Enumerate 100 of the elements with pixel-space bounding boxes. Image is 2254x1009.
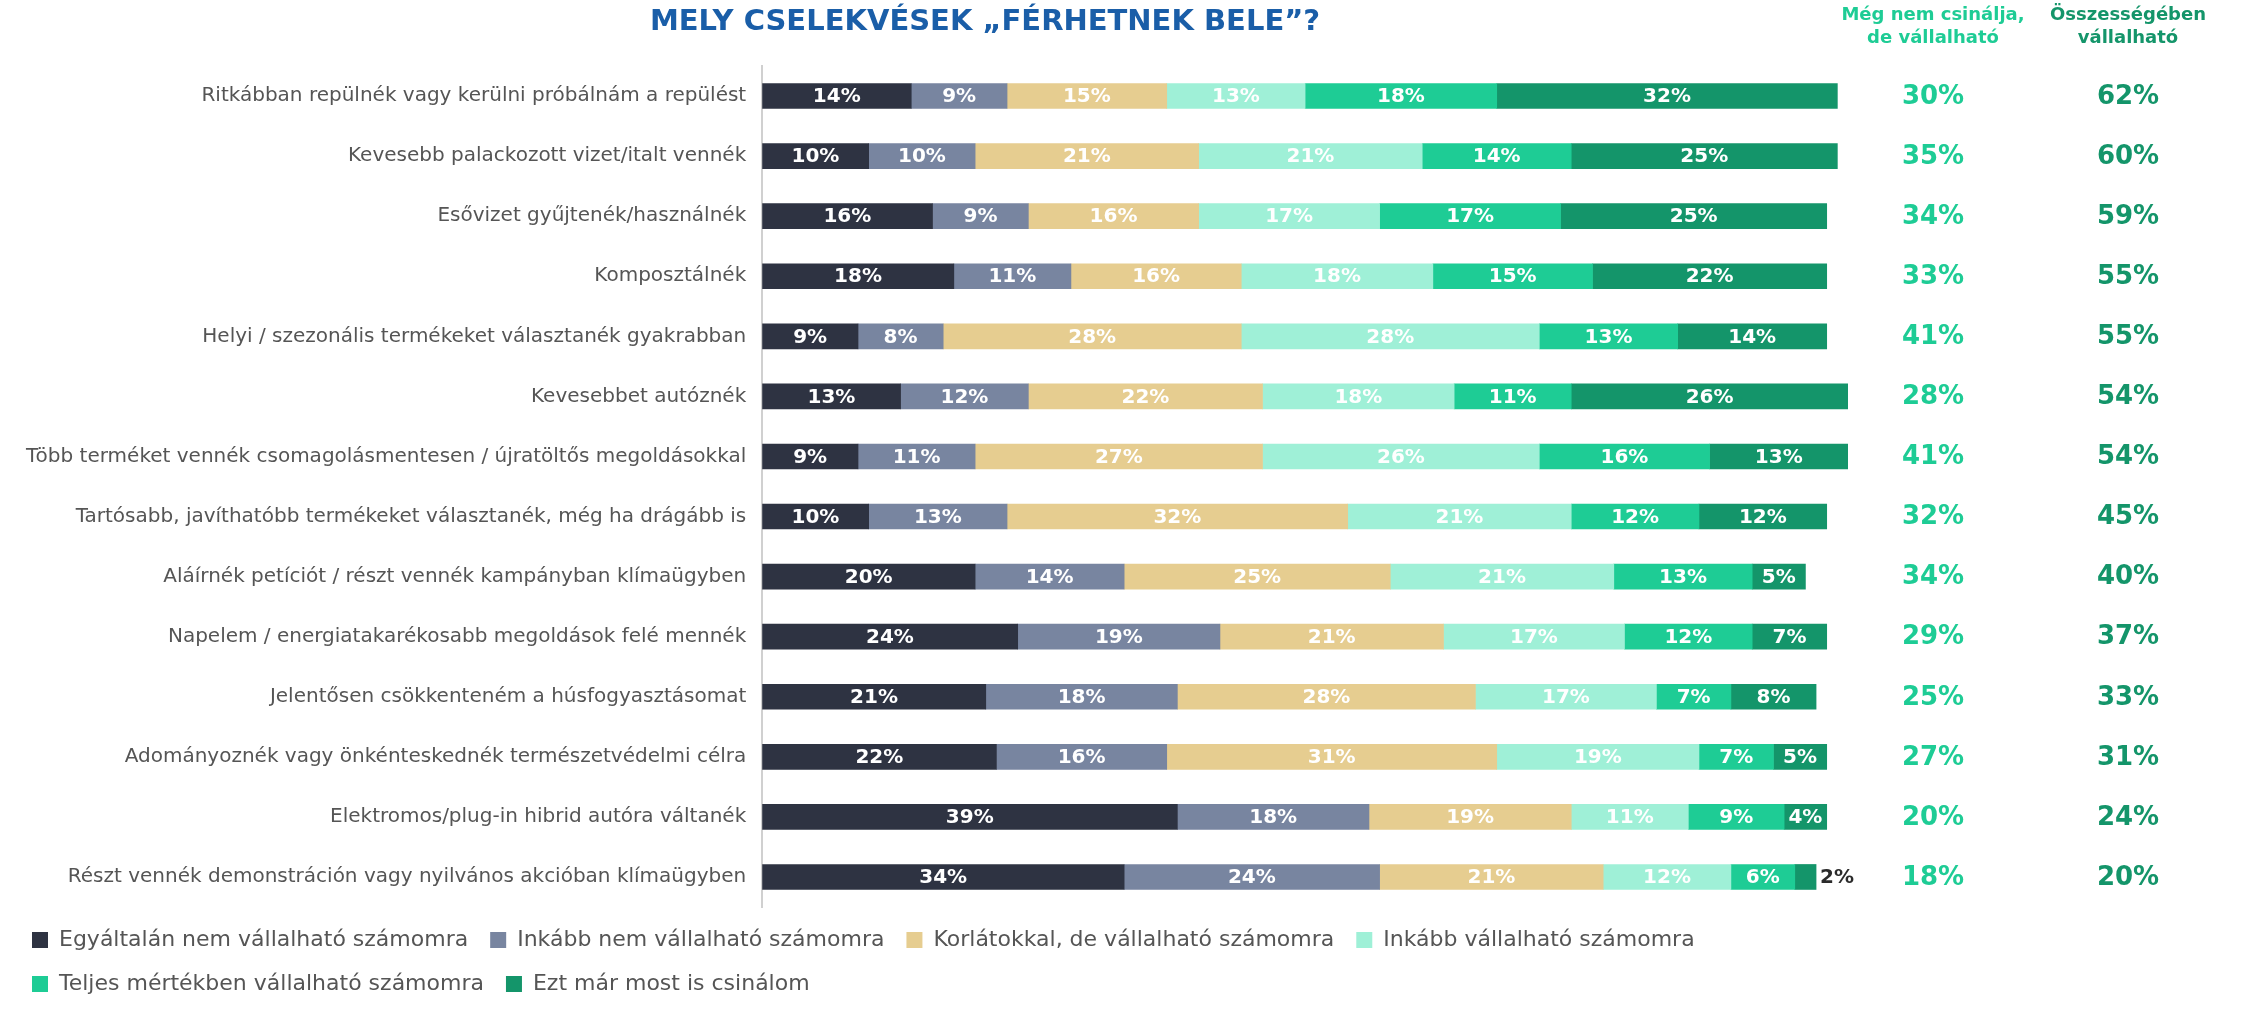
text: 40% bbox=[2096, 560, 2160, 591]
bar bbox=[974, 143, 1199, 169]
text: 25% bbox=[1901, 680, 1965, 711]
bar bbox=[1496, 83, 1838, 109]
text: 35% bbox=[1901, 139, 1965, 170]
text: 31% bbox=[2096, 740, 2160, 771]
text: 37% bbox=[2096, 620, 2160, 651]
bar bbox=[762, 743, 997, 770]
bar bbox=[1592, 263, 1828, 290]
data-label: 9% bbox=[963, 203, 998, 228]
legend-label: Egyáltalán nem vállalható számomra bbox=[59, 925, 469, 951]
text: 45% bbox=[2096, 500, 2160, 531]
text: 32% bbox=[1901, 500, 1965, 531]
data-label: 16% bbox=[1089, 203, 1138, 228]
bar bbox=[985, 683, 1178, 710]
data-label: 21% bbox=[1307, 623, 1356, 648]
data-label: 6% bbox=[1745, 864, 1780, 889]
text: 28% bbox=[1901, 380, 1965, 411]
data-label: 14% bbox=[1472, 143, 1521, 168]
data-label: 21% bbox=[1062, 143, 1111, 168]
bar bbox=[1347, 503, 1572, 530]
data-label: 31% bbox=[1307, 744, 1356, 769]
y-tick-label: Komposztálnék bbox=[594, 262, 747, 287]
data-label: 7% bbox=[1719, 744, 1754, 769]
bar bbox=[1443, 623, 1625, 650]
bar bbox=[942, 323, 1242, 350]
legend-label: Inkább nem vállalható számomra bbox=[517, 925, 885, 951]
legend-label: Ezt már most is csinálom bbox=[532, 969, 810, 995]
data-label: 16% bbox=[823, 203, 872, 228]
data-label: 32% bbox=[1153, 503, 1202, 528]
bar bbox=[762, 263, 955, 290]
data-label: 2% bbox=[1820, 864, 1855, 889]
text: 54% bbox=[2096, 440, 2160, 471]
bar bbox=[1028, 203, 1199, 230]
data-label: 25% bbox=[1233, 563, 1282, 588]
text: 33% bbox=[1901, 260, 1965, 290]
bar bbox=[974, 443, 1263, 470]
bar bbox=[1262, 443, 1540, 470]
y-tick-label: Kevesebbet autóznék bbox=[530, 382, 747, 407]
bar bbox=[1304, 83, 1498, 109]
bar bbox=[1389, 563, 1615, 590]
y-tick-label: Ritkábban repülnék vagy kerülni próbálnám a repülést bbox=[201, 82, 747, 107]
data-label: 5% bbox=[1783, 744, 1818, 769]
data-label: 21% bbox=[1435, 503, 1484, 528]
data-label: 17% bbox=[1446, 203, 1495, 228]
bar bbox=[996, 743, 1168, 770]
bar bbox=[762, 623, 1019, 650]
data-label: 16% bbox=[1600, 443, 1649, 468]
data-label: 9% bbox=[1719, 804, 1754, 829]
y-tick-label: Tartósabb, javíthatóbb termékeket választanék, még ha drágább is bbox=[74, 502, 747, 527]
bar bbox=[1006, 83, 1168, 109]
data-label: 11% bbox=[988, 263, 1037, 288]
y-tick-label: Napelem / energiatakarékosabb megoldások felé mennék bbox=[167, 622, 747, 647]
text: 34% bbox=[1901, 199, 1965, 230]
data-label: 20% bbox=[844, 563, 893, 588]
bar bbox=[1496, 743, 1700, 770]
text: 20% bbox=[2096, 860, 2160, 891]
bar bbox=[1379, 203, 1561, 230]
y-tick-label: Aláírnék petíciót / részt vennék kampányban klímaügyben bbox=[163, 562, 747, 587]
bar bbox=[1177, 683, 1476, 710]
bar bbox=[1624, 623, 1753, 650]
bar bbox=[1538, 323, 1679, 350]
data-label: 28% bbox=[1068, 323, 1117, 348]
text: 34% bbox=[1901, 560, 1965, 591]
data-label: 22% bbox=[855, 744, 904, 769]
data-label: 18% bbox=[1057, 683, 1106, 708]
data-label: 17% bbox=[1510, 623, 1558, 648]
data-label: 7% bbox=[1772, 623, 1807, 648]
data-label: 13% bbox=[1754, 443, 1803, 468]
data-label: 32% bbox=[1643, 83, 1691, 108]
data-label: 12% bbox=[940, 383, 989, 408]
bar bbox=[1570, 804, 1689, 830]
bar bbox=[1560, 203, 1828, 230]
text: 62% bbox=[2096, 79, 2160, 110]
data-label: 9% bbox=[793, 443, 828, 468]
bar bbox=[1475, 683, 1657, 710]
text: 27% bbox=[1901, 740, 1965, 771]
text: 33% bbox=[2096, 680, 2160, 711]
data-label: 39% bbox=[945, 804, 994, 829]
bar bbox=[1570, 383, 1848, 410]
text: 54% bbox=[2096, 380, 2160, 411]
data-label: 17% bbox=[1541, 683, 1590, 708]
data-label: 12% bbox=[1664, 623, 1713, 648]
text: 24% bbox=[2096, 800, 2160, 831]
data-label: 27% bbox=[1094, 443, 1143, 468]
data-label: 16% bbox=[1057, 744, 1106, 769]
bar bbox=[762, 864, 1125, 890]
data-label: 19% bbox=[1446, 804, 1495, 829]
bar bbox=[1794, 864, 1817, 890]
data-label: 14% bbox=[1728, 323, 1777, 348]
bar bbox=[1166, 743, 1498, 770]
y-tick-label: Elektromos/plug-in hibrid autóra váltanék bbox=[330, 803, 747, 828]
data-label: 16% bbox=[1132, 263, 1181, 288]
bar bbox=[1219, 623, 1444, 650]
bar bbox=[762, 563, 976, 590]
data-label: 24% bbox=[866, 623, 914, 648]
data-label: 14% bbox=[1025, 563, 1074, 588]
data-label: 21% bbox=[1478, 563, 1526, 588]
text: Még nem csinálja, de vállalható bbox=[1841, 2, 2025, 47]
legend-label: Korlátokkal, de vállalható számomra bbox=[933, 925, 1335, 951]
